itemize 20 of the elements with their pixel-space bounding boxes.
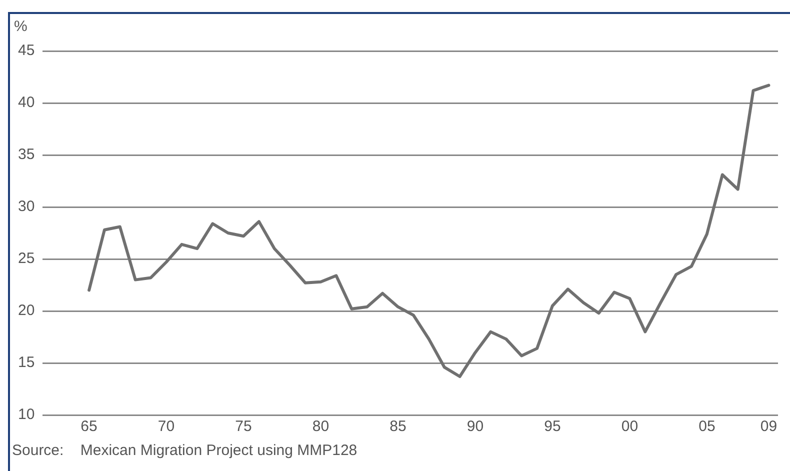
y-tick-label: 25 [18, 250, 35, 268]
x-tick-label: 05 [698, 418, 716, 436]
y-tick-label: 10 [18, 406, 35, 424]
x-tick-label: 65 [80, 418, 98, 436]
x-tick-label: 95 [544, 418, 561, 436]
x-tick-label: 09 [760, 418, 778, 436]
source-note: Source: Mexican Migration Project using MMP128 [12, 442, 358, 459]
x-tick-label: 70 [158, 418, 175, 436]
y-tick-label: 30 [18, 198, 35, 216]
y-tick-label: 45 [18, 42, 35, 60]
y-tick-label: 15 [18, 354, 35, 372]
y-tick-label: 20 [18, 302, 35, 320]
y-axis-title: % [14, 18, 28, 35]
y-tick-label: 40 [18, 94, 35, 112]
y-tick-label: 35 [18, 146, 35, 164]
x-tick-label: 80 [312, 418, 330, 436]
x-tick-label: 75 [235, 418, 252, 436]
x-tick-label: 90 [466, 418, 484, 436]
x-tick-label: 85 [390, 418, 406, 436]
x-tick-label: 00 [621, 418, 638, 436]
